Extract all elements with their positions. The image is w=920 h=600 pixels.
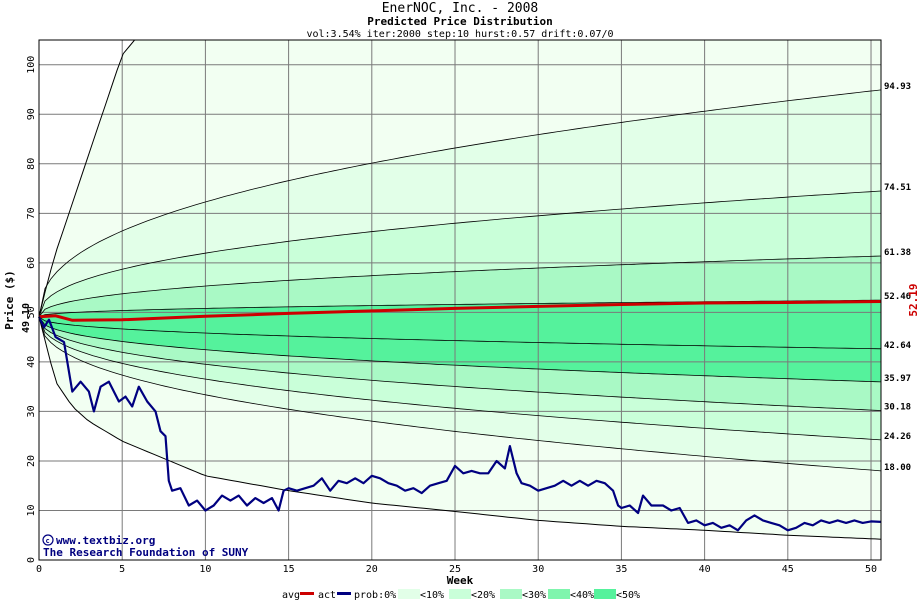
start-price-label: 49.10 (21, 303, 32, 333)
band-end-label-5: 35.97 (884, 374, 911, 384)
x-tick-label-50: 50 (865, 564, 877, 575)
watermark-line1: www.textbiz.org (56, 534, 155, 547)
legend-swatch-40 (548, 589, 570, 599)
chart-title: EnerNOC, Inc. - 2008 (382, 1, 539, 16)
y-tick-label-40: 40 (26, 356, 37, 368)
band-boundary-8 (38, 316, 882, 472)
x-tick-label-15: 15 (283, 564, 295, 575)
y-tick-label-70: 70 (26, 207, 37, 219)
band-boundary-5 (38, 316, 882, 383)
band-boundary-0 (38, 89, 882, 317)
plot-frame (38, 39, 882, 561)
legend-label-30: <30% (522, 590, 546, 600)
y-tick-label-10: 10 (26, 504, 37, 516)
band-end-label-6: 30.18 (884, 403, 911, 413)
y-tick-label-60: 60 (26, 257, 37, 269)
x-axis-label: Week (447, 574, 474, 587)
band-end-label-2: 61.38 (884, 248, 911, 258)
x-tick-label-40: 40 (699, 564, 711, 575)
outer-lower-boundary (38, 316, 882, 540)
x-tick-label-45: 45 (782, 564, 794, 575)
watermark-line2: The Research Foundation of SUNY (43, 546, 249, 559)
band-end-label-7: 24.26 (884, 432, 911, 442)
legend-label-40: <40% (570, 590, 594, 600)
x-tick-label-20: 20 (366, 564, 378, 575)
band-boundary-1 (38, 190, 882, 317)
legend-act-label: act (318, 590, 336, 600)
y-axis-label: Price ($) (3, 270, 16, 330)
legend-swatch-10 (398, 589, 420, 599)
band-end-label-4: 42.64 (884, 341, 912, 351)
band-end-label-3: 52.46 (884, 292, 911, 302)
band-end-label-1: 74.51 (884, 183, 911, 193)
legend-act-swatch (337, 592, 351, 595)
legend-swatch-30 (500, 589, 522, 599)
legend: avg act prob:0% <10% <20% <30% <40% <50% (282, 589, 640, 600)
band-end-label-8: 18.00 (884, 463, 911, 473)
legend-swatch-20 (449, 589, 471, 599)
legend-label-10: <10% (420, 590, 444, 600)
avg-series-line (38, 300, 882, 322)
y-tick-label-0: 0 (26, 557, 37, 563)
legend-prob-label: prob:0% (354, 590, 396, 600)
band-end-label-0: 94.93 (884, 82, 911, 92)
x-tick-label-35: 35 (615, 564, 627, 575)
copyright-icon-letter: c (46, 537, 50, 545)
band-50-area-lower (39, 316, 881, 382)
x-tick-label-10: 10 (199, 564, 211, 575)
x-tick-label-0: 0 (36, 564, 42, 575)
band-boundary-7 (38, 316, 882, 441)
y-tick-label-100: 100 (26, 56, 37, 74)
y-tick-label-80: 80 (26, 158, 37, 170)
legend-swatch-50 (594, 589, 616, 599)
chart-subtitle: Predicted Price Distribution (367, 15, 552, 28)
legend-label-50: <50% (616, 590, 640, 600)
copyright-icon (42, 534, 54, 546)
x-tick-label-25: 25 (449, 564, 461, 575)
plot-area: 0 5 10 15 20 25 30 35 40 45 50 0 10 20 30 40 50 60 70 80 90 1… (26, 39, 912, 575)
avg-end-label: 52.19 (907, 283, 920, 316)
y-tick-label-50: 50 (26, 306, 37, 318)
band-boundary-2 (38, 255, 882, 318)
y-tick-label-30: 30 (26, 405, 37, 417)
legend-avg-swatch (300, 592, 314, 595)
x-tick-label-30: 30 (532, 564, 544, 575)
band-boundary-6 (38, 316, 882, 411)
legend-avg-label: avg (282, 590, 300, 600)
y-tick-label-90: 90 (26, 108, 37, 120)
legend-label-20: <20% (471, 590, 495, 600)
band-boundary-4 (38, 316, 882, 350)
y-tick-label-20: 20 (26, 455, 37, 467)
chart-params: vol:3.54% iter:2000 step:10 hurst:0.57 d… (306, 29, 613, 40)
watermark: c www.textbiz.org The Research Foundatio… (42, 534, 249, 559)
actual-series-line (38, 316, 882, 532)
x-tick-label-5: 5 (119, 564, 125, 575)
